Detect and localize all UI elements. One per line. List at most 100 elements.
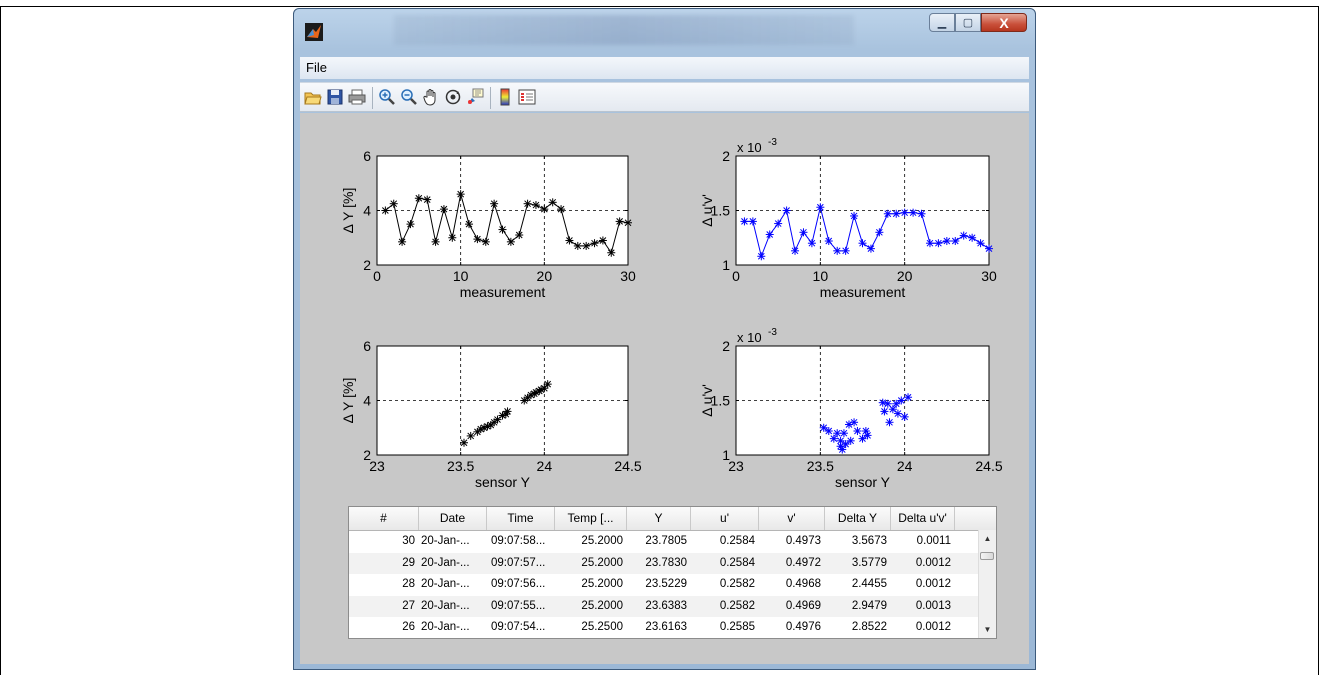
rotate-3d-icon[interactable]	[444, 88, 462, 106]
zoom-out-icon[interactable]	[400, 88, 418, 106]
table-cell[interactable]: 23.6383	[645, 599, 687, 612]
table-cell[interactable]: 29	[402, 556, 415, 569]
pan-icon[interactable]	[422, 88, 440, 106]
y-tick-label: 1.5	[711, 393, 731, 409]
table-cell[interactable]: 25.2000	[581, 578, 623, 590]
table-cell[interactable]: 0.0012	[915, 578, 951, 590]
table-cell[interactable]: 2.8522	[851, 621, 887, 633]
data-point	[590, 239, 599, 248]
marker-stroke	[398, 238, 406, 246]
marker-stroke	[490, 200, 498, 208]
data-point	[976, 239, 985, 248]
data-point	[853, 427, 862, 436]
table-cell[interactable]: 20-Jan-...	[421, 599, 470, 612]
table-row[interactable]: 27 20-Jan-... 09:07:55... 25.2000 23.6383 0.2…	[349, 595, 996, 617]
table-cell[interactable]: 25.2500	[581, 621, 623, 633]
table-cell[interactable]: 23.5229	[645, 578, 687, 590]
title-bar[interactable]: ▁ ▢ X	[294, 9, 1035, 55]
data-point	[624, 218, 632, 227]
data-point	[774, 219, 783, 228]
table-cell[interactable]: 20-Jan-...	[421, 556, 470, 569]
table-cell[interactable]: 23.7830	[645, 556, 687, 569]
table-cell[interactable]: 20-Jan-...	[421, 535, 470, 547]
marker-stroke	[800, 228, 807, 236]
table-cell[interactable]: 0.0013	[915, 599, 951, 612]
table-cell[interactable]: 25.2000	[581, 535, 623, 547]
open-file-icon[interactable]	[304, 88, 322, 106]
data-point	[448, 233, 457, 242]
column-header[interactable]: Temp [...	[555, 507, 627, 530]
table-cell[interactable]: 0.2582	[719, 578, 755, 590]
table-cell[interactable]: 25.2000	[581, 556, 623, 569]
data-point	[858, 434, 867, 443]
scroll-down-arrow[interactable]: ▼	[983, 625, 992, 634]
table-cell[interactable]: 09:07:55...	[491, 599, 546, 612]
data-point	[824, 427, 833, 436]
data-point	[506, 237, 515, 246]
table-cell[interactable]: 26	[402, 621, 415, 633]
table-cell[interactable]: 2.9479	[851, 599, 887, 612]
column-header[interactable]: Date	[419, 507, 487, 530]
close-button[interactable]: X	[981, 13, 1027, 32]
column-header[interactable]: Time	[487, 507, 555, 530]
table-cell[interactable]: 0.2582	[719, 599, 755, 612]
insert-legend-icon[interactable]	[518, 88, 536, 106]
table-cell[interactable]: 3.5779	[851, 556, 887, 569]
scroll-up-arrow[interactable]: ▲	[983, 534, 992, 543]
figure-window: ▁ ▢ X File	[293, 8, 1036, 670]
column-header[interactable]: #	[349, 507, 419, 530]
table-cell[interactable]: 20-Jan-...	[421, 621, 470, 633]
table-row[interactable]: 28 20-Jan-... 09:07:56... 25.2000 23.5229 0.2…	[349, 574, 996, 596]
table-cell[interactable]: 0.2584	[719, 556, 755, 569]
data-cursor-icon[interactable]	[466, 88, 484, 106]
table-cell[interactable]: 0.4969	[785, 599, 821, 612]
column-header[interactable]: Delta u'v'	[891, 507, 955, 530]
table-cell[interactable]: 0.0012	[915, 556, 951, 569]
column-header[interactable]: v'	[759, 507, 825, 530]
maximize-button[interactable]: ▢	[955, 13, 981, 32]
save-icon[interactable]	[326, 88, 344, 106]
table-cell[interactable]: 09:07:58...	[491, 535, 546, 547]
data-point	[615, 217, 624, 226]
data-point	[389, 199, 398, 208]
column-header[interactable]: Delta Y	[825, 507, 891, 530]
table-cell[interactable]: 0.4972	[785, 556, 821, 569]
table-scrollbar[interactable]: ▲ ▼	[978, 530, 996, 638]
marker-stroke	[616, 218, 623, 225]
table-cell[interactable]: 0.4976	[785, 621, 821, 633]
table-row[interactable]: 29 20-Jan-... 09:07:57... 25.2000 23.7830 0.2…	[349, 552, 996, 574]
table-cell[interactable]: 2.4455	[851, 578, 887, 590]
table-cell[interactable]: 20-Jan-...	[421, 578, 470, 590]
table-cell[interactable]: 23.7805	[645, 535, 687, 547]
table-cell[interactable]: 09:07:56...	[491, 578, 546, 590]
table-cell[interactable]: 0.2585	[719, 621, 755, 633]
column-header[interactable]: u'	[691, 507, 759, 530]
table-cell[interactable]: 09:07:57...	[491, 556, 546, 569]
table-cell[interactable]: 23.6163	[645, 621, 687, 633]
print-icon[interactable]	[348, 88, 366, 106]
table-cell[interactable]: 0.4968	[785, 578, 821, 590]
table-cell[interactable]: 0.2584	[719, 535, 755, 547]
table-cell[interactable]: 3.5673	[851, 535, 887, 547]
scroll-thumb[interactable]	[980, 552, 994, 560]
table-cell[interactable]: 0.0012	[915, 621, 951, 633]
data-point	[748, 217, 757, 226]
table-row[interactable]: 30 20-Jan-... 09:07:58... 25.2000 23.7805 0.2…	[349, 531, 996, 553]
zoom-in-icon[interactable]	[378, 88, 396, 106]
table-cell[interactable]: 30	[402, 535, 415, 547]
table-cell[interactable]: 0.0011	[916, 535, 951, 547]
menu-file[interactable]: File	[306, 60, 327, 75]
table-cell[interactable]: 0.4973	[785, 535, 821, 547]
insert-colorbar-icon[interactable]	[496, 88, 514, 106]
marker-stroke	[833, 247, 841, 255]
table-cell[interactable]: 25.2000	[581, 599, 623, 612]
table-cell[interactable]: 09:07:54...	[491, 621, 546, 633]
table-row[interactable]: 26 20-Jan-... 09:07:54... 25.2500 23.6163 0.2…	[349, 617, 996, 638]
page-frame	[0, 6, 1319, 675]
minimize-button[interactable]: ▁	[929, 13, 955, 32]
marker-stroke	[407, 220, 414, 228]
column-header[interactable]: Y	[627, 507, 691, 530]
table-cell[interactable]: 28	[402, 578, 415, 590]
table-cell[interactable]: 27	[402, 599, 415, 612]
